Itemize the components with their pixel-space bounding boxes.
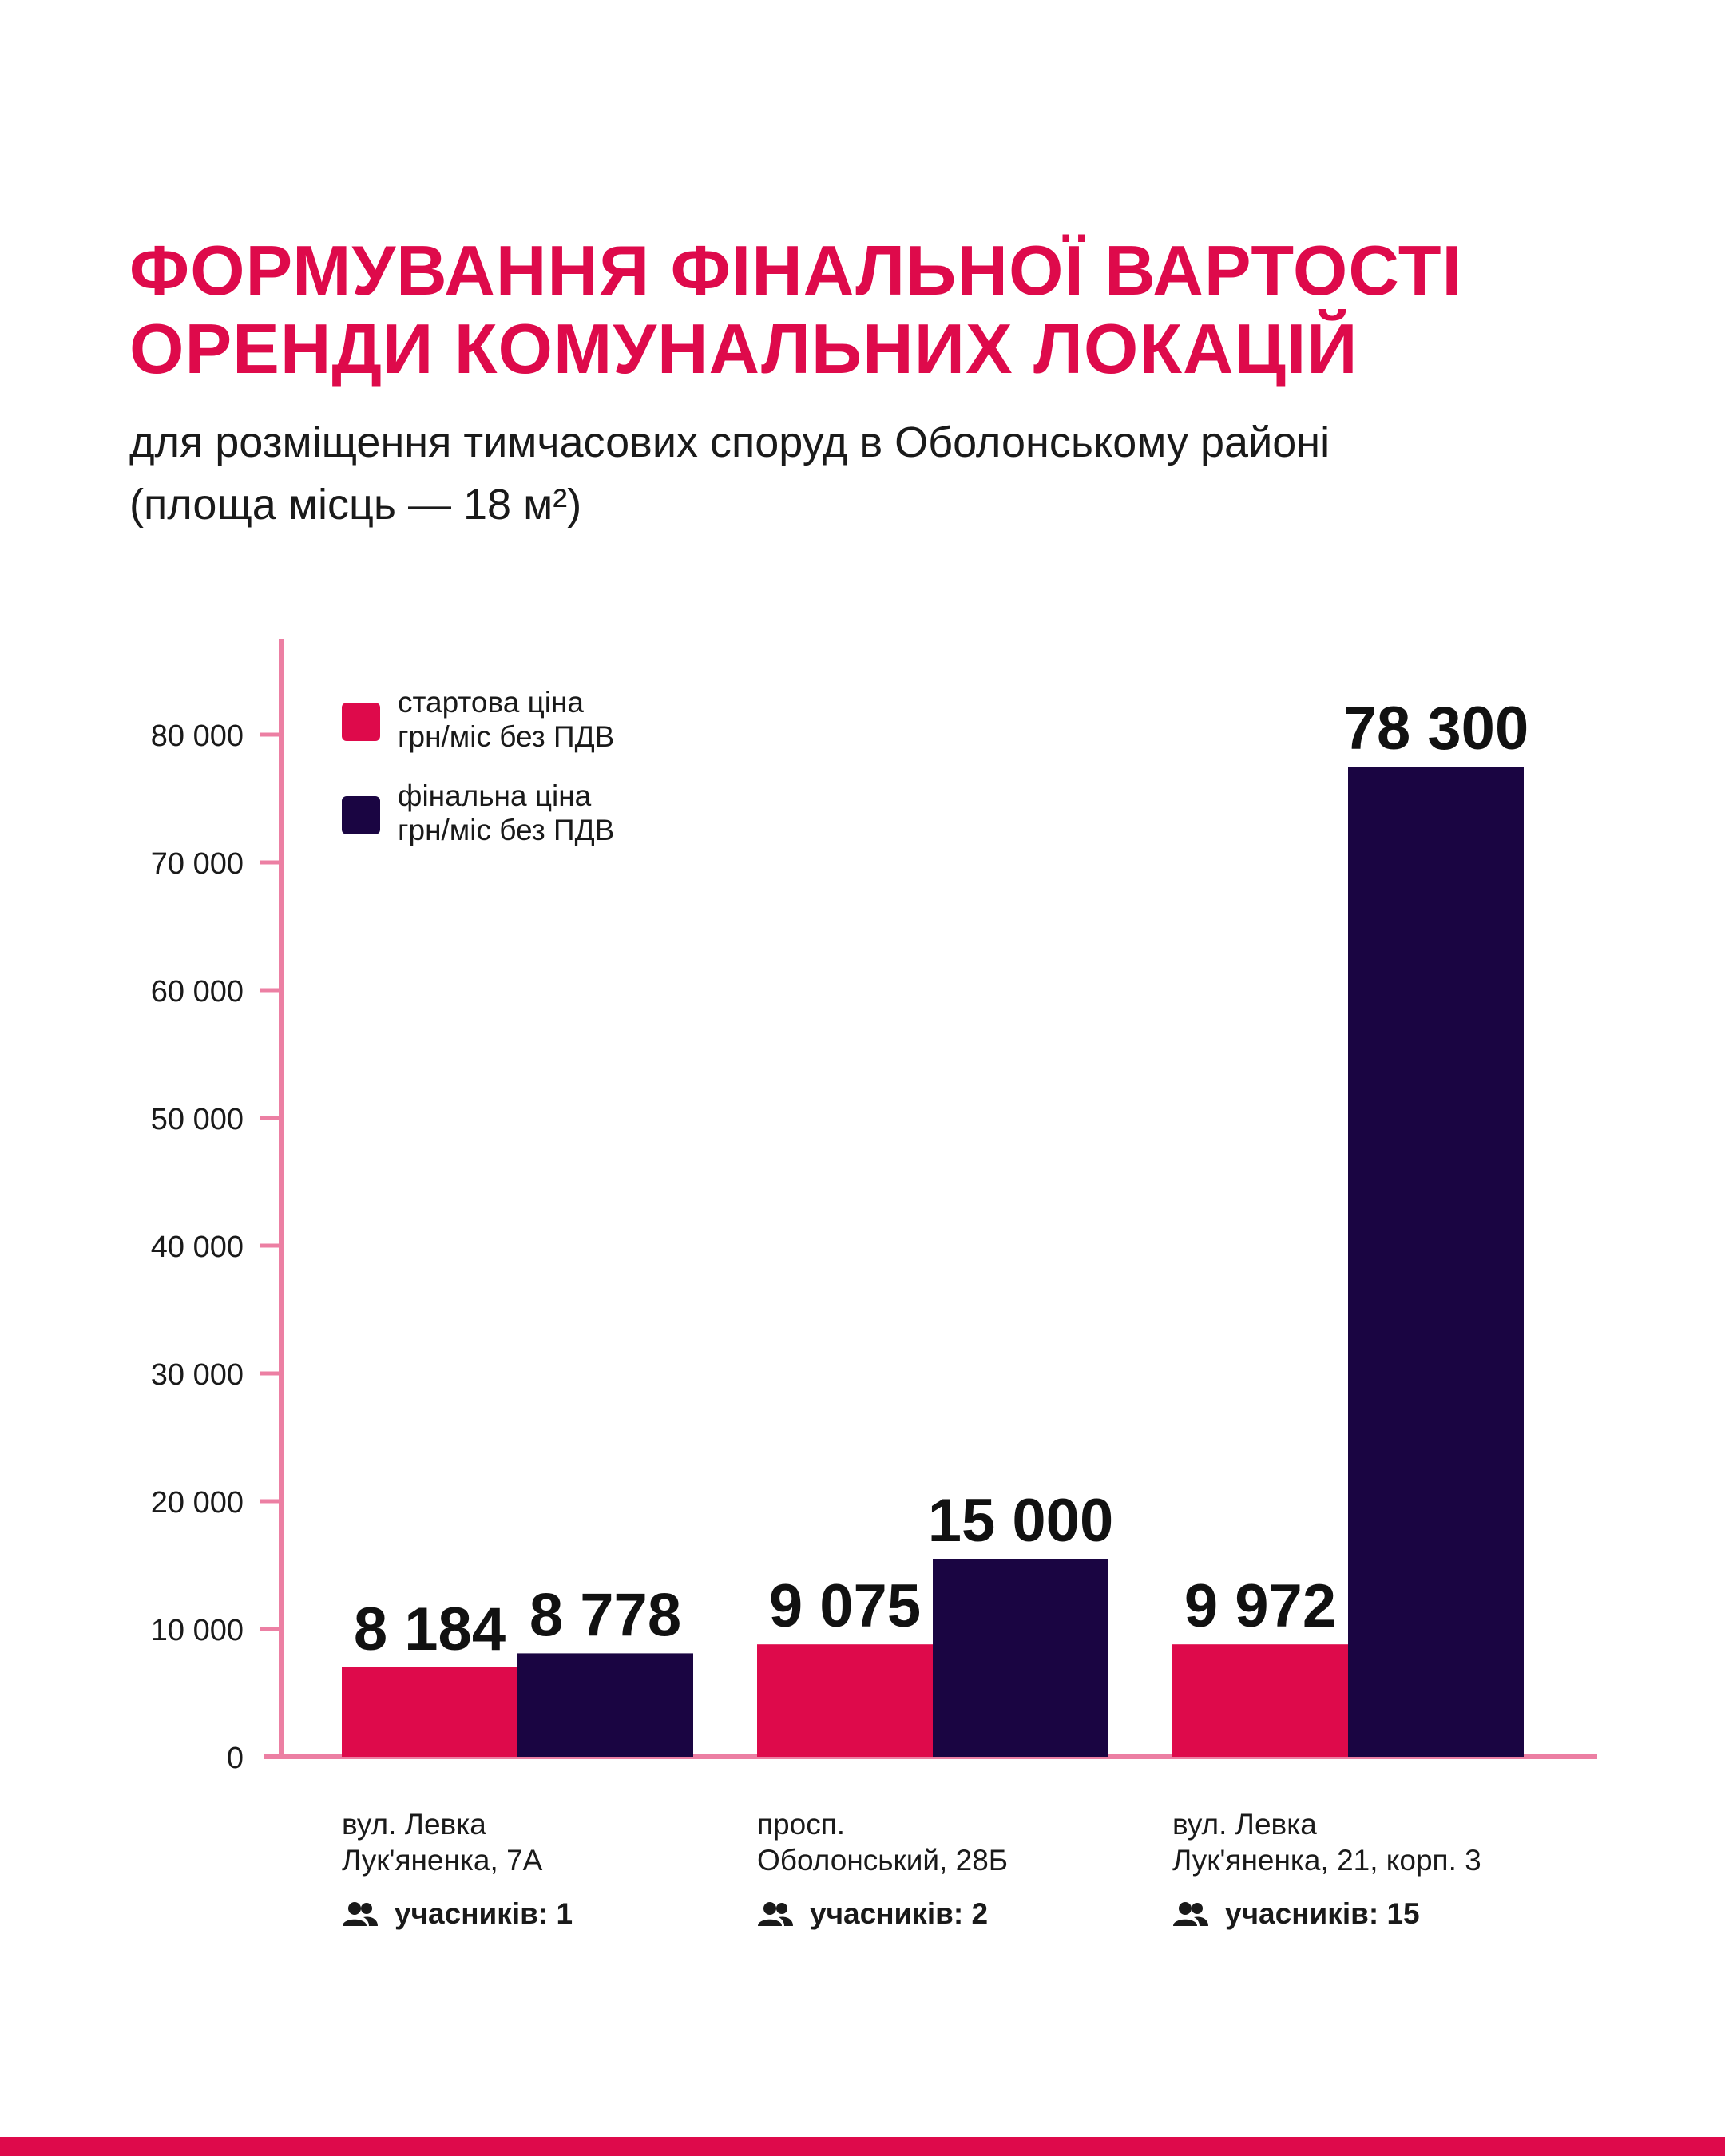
legend-start-swatch — [342, 703, 380, 741]
category-1-participants-text: учасників: 1 — [395, 1897, 573, 1930]
y-tick-label: 70 000 — [151, 847, 244, 881]
chart-title-line1: ФОРМУВАННЯ ФІНАЛЬНОЇ ВАРТОСТІ — [129, 231, 1462, 310]
category-1-address-line2: Лук'яненка, 7А — [342, 1844, 543, 1877]
start-price-bar-3 — [1172, 1644, 1348, 1757]
users-icon — [1173, 1901, 1208, 1926]
final-price-label-3: 78 300 — [1343, 695, 1529, 763]
users-icon — [343, 1901, 378, 1926]
start-price-label-2: 9 075 — [769, 1572, 921, 1640]
start-price-label-1: 8 184 — [354, 1595, 506, 1663]
category-2-address-line2: Оболонський, 28Б — [757, 1844, 1009, 1877]
y-tick-label: 20 000 — [151, 1486, 244, 1520]
y-tick-label: 10 000 — [151, 1614, 244, 1647]
y-tick-label: 60 000 — [151, 975, 244, 1009]
y-tick-label: 0 — [227, 1742, 244, 1775]
start-price-bar-1 — [342, 1667, 518, 1757]
y-tick-label: 50 000 — [151, 1103, 244, 1136]
bottom-accent-bar — [0, 2137, 1725, 2156]
chart-subtitle-line1: для розміщення тимчасових споруд в Оболо… — [129, 418, 1330, 466]
category-3-address-line2: Лук'яненка, 21, корп. 3 — [1172, 1844, 1481, 1877]
chart-subtitle-line2: (площа місць — 18 м²) — [129, 481, 582, 529]
y-tick-label: 30 000 — [151, 1358, 244, 1392]
final-price-label-1: 8 778 — [529, 1581, 681, 1649]
category-3-address-line1: вул. Левка — [1172, 1808, 1317, 1841]
y-tick-label: 40 000 — [151, 1231, 244, 1264]
bar-chart: 0 10 000 20 000 30 000 40 000 50 000 60 000 70 … — [151, 639, 1597, 1775]
category-2: просп. Оболонський, 28Б учасників: 2 — [757, 1806, 1156, 1932]
final-price-bar-3 — [1348, 767, 1524, 1757]
category-3-participants-text: учасників: 15 — [1225, 1897, 1420, 1930]
legend-final-label-line2: грн/міс без ПДВ — [398, 814, 614, 846]
legend-final-swatch — [342, 796, 380, 834]
users-icon — [758, 1901, 793, 1926]
legend-final-label-line1: фінальна ціна — [398, 779, 592, 812]
category-2-participants: учасників: 2 — [757, 1896, 1156, 1932]
chart-title-line2: ОРЕНДИ КОМУНАЛЬНИХ ЛОКАЦІЙ — [129, 309, 1358, 388]
start-price-bar-2 — [757, 1644, 933, 1757]
category-3-participants: учасників: 15 — [1172, 1896, 1572, 1932]
final-price-bar-1 — [518, 1653, 693, 1757]
legend-start-label-line2: грн/міс без ПДВ — [398, 720, 614, 753]
chart-title: ФОРМУВАННЯ ФІНАЛЬНОЇ ВАРТОСТІ ОРЕНДИ КОМ… — [129, 232, 1647, 388]
category-2-participants-text: учасників: 2 — [810, 1897, 989, 1930]
start-price-label-3: 9 972 — [1184, 1572, 1336, 1640]
legend-start-label-line1: стартова ціна — [398, 686, 584, 719]
category-3: вул. Левка Лук'яненка, 21, корп. 3 учасн… — [1172, 1806, 1572, 1932]
final-price-label-2: 15 000 — [928, 1487, 1113, 1555]
category-1: вул. Левка Лук'яненка, 7А учасників: 1 — [342, 1806, 741, 1932]
category-2-address-line1: просп. — [757, 1808, 846, 1841]
y-tick-label: 80 000 — [151, 719, 244, 753]
category-1-address-line1: вул. Левка — [342, 1808, 486, 1841]
category-1-participants: учасників: 1 — [342, 1896, 741, 1932]
final-price-bar-2 — [933, 1559, 1108, 1757]
chart-subtitle: для розміщення тимчасових споруд в Оболо… — [129, 411, 1647, 536]
